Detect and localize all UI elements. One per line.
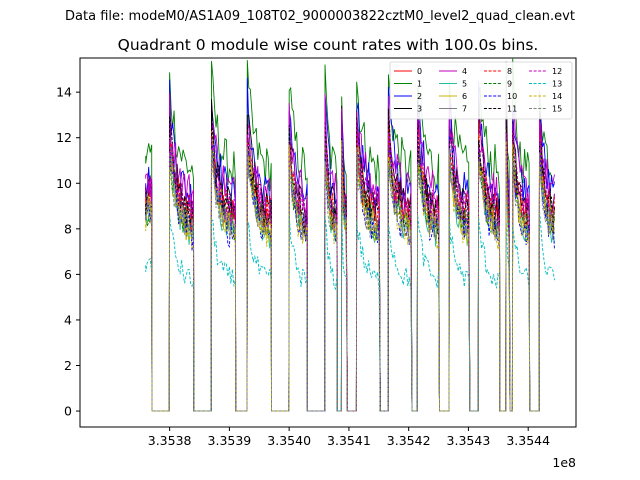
y-tick-label: 4 (64, 312, 72, 327)
x-axis: 3.3538 3.3539 3.3540 3.3541 3.3542 3.3543 3.35… (148, 427, 550, 448)
legend-label-1: 1 (417, 80, 422, 89)
axes-frame (79, 57, 577, 428)
legend-label-4: 4 (462, 67, 467, 76)
plot-lines (145, 58, 555, 412)
legend-label-14: 14 (552, 92, 562, 101)
legend-label-11: 11 (507, 105, 517, 114)
x-tick-label: 3.3544 (506, 433, 550, 448)
legend-label-15: 15 (552, 105, 562, 114)
y-tick-label: 10 (56, 176, 72, 191)
chart-title: Quadrant 0 module wise count rates with … (118, 36, 539, 54)
y-tick-label: 14 (56, 85, 72, 100)
legend-label-5: 5 (462, 80, 467, 89)
y-tick-label: 12 (56, 130, 72, 145)
legend-label-8: 8 (507, 67, 512, 76)
legend-label-0: 0 (417, 67, 422, 76)
x-tick-label: 3.3539 (208, 433, 252, 448)
legend-label-13: 13 (552, 80, 562, 89)
legend-label-12: 12 (552, 67, 562, 76)
legend-label-10: 10 (507, 92, 517, 101)
x-offset-label: 1e8 (552, 455, 576, 470)
y-tick-label: 2 (64, 358, 72, 373)
legend-label-9: 9 (507, 80, 512, 89)
y-axis: 0 2 4 6 8 10 12 14 (56, 85, 80, 419)
x-tick-label: 3.3541 (327, 433, 371, 448)
legend-box (389, 61, 573, 120)
series-line-4 (145, 93, 555, 412)
y-tick-label: 8 (64, 221, 72, 236)
figure-suptitle: Data file: modeM0/AS1A09_108T02_90000038… (65, 9, 575, 24)
x-tick-label: 3.3540 (267, 433, 311, 448)
legend-label-2: 2 (417, 92, 422, 101)
y-tick-label: 0 (64, 404, 72, 419)
series-line-12 (145, 116, 555, 412)
series-line-1 (145, 58, 555, 412)
legend-label-3: 3 (417, 105, 422, 114)
x-tick-label: 3.3543 (447, 433, 491, 448)
legend-label-6: 6 (462, 92, 467, 101)
series-line-13 (145, 210, 555, 412)
x-tick-label: 3.3538 (148, 433, 192, 448)
y-tick-label: 6 (64, 267, 72, 282)
series-line-15 (145, 146, 555, 412)
legend-label-7: 7 (462, 105, 467, 114)
x-tick-label: 3.3542 (387, 433, 431, 448)
